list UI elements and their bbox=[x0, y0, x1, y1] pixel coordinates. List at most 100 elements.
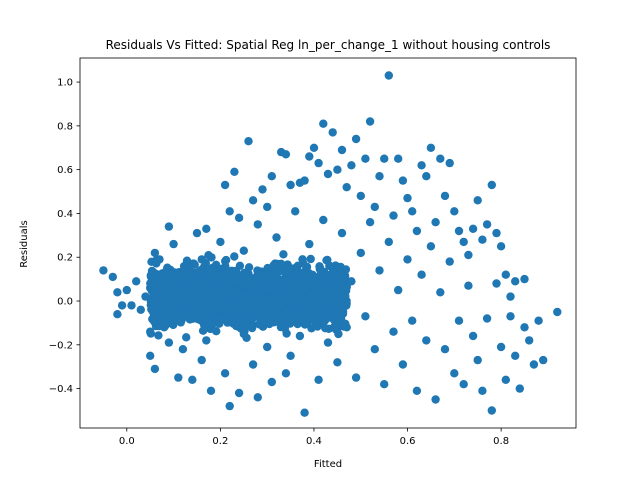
cloud-point bbox=[334, 329, 343, 339]
data-point bbox=[113, 288, 122, 297]
cloud-point bbox=[208, 307, 218, 316]
y-tick-label: 0.6 bbox=[57, 165, 73, 176]
data-point bbox=[375, 266, 384, 275]
y-tick-label: −0.2 bbox=[49, 340, 73, 351]
y-tick-label: 0.2 bbox=[57, 253, 73, 264]
cloud-point bbox=[222, 265, 231, 275]
data-point bbox=[234, 388, 244, 398]
cloud-point bbox=[297, 288, 306, 298]
data-point bbox=[365, 218, 375, 227]
data-point bbox=[380, 154, 389, 163]
data-point bbox=[230, 167, 239, 176]
data-point bbox=[511, 277, 520, 286]
cloud-point bbox=[264, 286, 273, 295]
data-point bbox=[394, 154, 403, 163]
data-point bbox=[459, 380, 468, 389]
data-point bbox=[178, 345, 188, 354]
data-point bbox=[216, 314, 225, 323]
data-point bbox=[408, 316, 417, 325]
data-point bbox=[482, 314, 492, 323]
cloud-point bbox=[336, 307, 346, 316]
data-point bbox=[113, 310, 122, 319]
cloud-point bbox=[279, 300, 288, 310]
data-point bbox=[356, 191, 365, 201]
data-point bbox=[450, 369, 459, 378]
data-point bbox=[164, 222, 174, 231]
data-point bbox=[150, 364, 160, 374]
data-point bbox=[436, 288, 445, 297]
cloud-point bbox=[230, 252, 239, 261]
data-point bbox=[305, 152, 314, 161]
cloud-point bbox=[293, 299, 302, 308]
data-point bbox=[487, 406, 496, 415]
data-point bbox=[216, 237, 225, 247]
data-point bbox=[496, 342, 506, 352]
data-point bbox=[347, 277, 356, 286]
data-point bbox=[314, 375, 323, 384]
chart-title: Residuals Vs Fitted: Spatial Reg ln_per_… bbox=[106, 38, 551, 52]
cloud-point bbox=[202, 285, 211, 294]
data-point bbox=[225, 401, 234, 411]
y-tick-label: 1.0 bbox=[57, 78, 73, 89]
data-point bbox=[398, 360, 408, 369]
data-point bbox=[239, 246, 248, 255]
data-point bbox=[454, 316, 464, 325]
data-point bbox=[272, 233, 281, 242]
data-point bbox=[506, 292, 515, 301]
data-point bbox=[347, 161, 356, 170]
cloud-point bbox=[150, 317, 159, 326]
data-point bbox=[136, 305, 145, 314]
cloud-point bbox=[207, 293, 217, 302]
cloud-point bbox=[154, 331, 163, 340]
cloud-point bbox=[251, 282, 260, 291]
cloud-point bbox=[271, 288, 280, 297]
data-point bbox=[258, 285, 267, 295]
data-point bbox=[370, 202, 379, 212]
cloud-point bbox=[257, 316, 266, 325]
data-point bbox=[230, 294, 239, 303]
cloud-point bbox=[326, 305, 336, 315]
data-point bbox=[496, 242, 506, 251]
data-point bbox=[206, 386, 216, 395]
data-point bbox=[389, 327, 398, 336]
cloud-point bbox=[198, 326, 208, 335]
plot-area: 0.0 0.2 0.4 0.6 0.8 −0.4 −0.2 0.0 0.2 0.4 0.6 0.8 1.… bbox=[49, 57, 577, 447]
data-point bbox=[192, 228, 202, 238]
y-tick-label: 0.8 bbox=[57, 121, 73, 132]
data-point bbox=[351, 373, 361, 382]
cloud-point bbox=[306, 254, 315, 264]
data-point bbox=[305, 239, 314, 249]
cloud-point bbox=[245, 280, 254, 289]
data-point bbox=[314, 158, 323, 168]
data-point bbox=[160, 288, 169, 297]
cloud-point bbox=[189, 290, 198, 300]
data-point bbox=[426, 143, 436, 152]
cloud-point bbox=[336, 269, 345, 279]
data-point bbox=[520, 274, 529, 284]
data-point bbox=[281, 369, 291, 378]
data-point bbox=[389, 211, 398, 220]
data-point bbox=[454, 226, 464, 236]
cloud-point bbox=[199, 273, 208, 282]
cloud-point bbox=[164, 303, 173, 312]
cloud-point bbox=[275, 281, 284, 291]
data-point bbox=[534, 316, 543, 325]
data-point bbox=[342, 183, 351, 192]
x-axis-label: Fitted bbox=[314, 459, 342, 470]
data-point bbox=[356, 248, 365, 258]
data-point bbox=[108, 272, 118, 282]
data-point bbox=[155, 255, 164, 264]
data-point bbox=[501, 270, 510, 279]
x-tick-label: 0.2 bbox=[212, 436, 228, 447]
cloud-point bbox=[253, 302, 262, 312]
data-point bbox=[281, 150, 291, 159]
cloud-point bbox=[219, 275, 229, 285]
cloud-point bbox=[272, 273, 281, 282]
cloud-point bbox=[183, 307, 193, 317]
cloud-point bbox=[166, 295, 176, 304]
data-point bbox=[202, 224, 211, 233]
data-point bbox=[188, 375, 197, 384]
data-point bbox=[398, 176, 408, 185]
cloud-point bbox=[305, 275, 314, 285]
data-point bbox=[333, 165, 342, 174]
